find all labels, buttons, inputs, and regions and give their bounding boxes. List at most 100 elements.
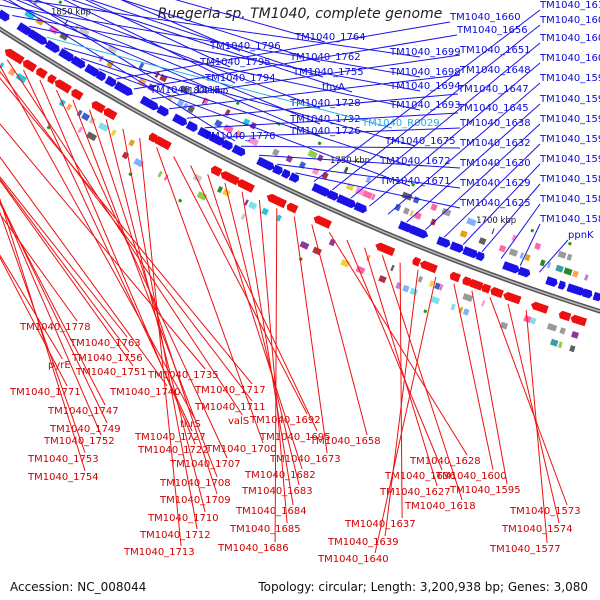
reverse-gene-label: TM1040_1751 — [75, 367, 147, 378]
forward-label-leader — [240, 145, 461, 149]
reverse-label-leader — [507, 303, 560, 524]
reverse-label-leader — [0, 176, 128, 338]
forward-gene-mark — [221, 139, 233, 151]
forward-label-leader — [387, 82, 541, 215]
reverse-gene-label: TM1040_1753 — [27, 454, 99, 465]
reverse-gene-mark — [71, 88, 84, 101]
reverse-gene-label: TM1040_1639 — [327, 537, 399, 548]
reverse-gene-label: TM1040_1712 — [139, 530, 211, 541]
cog-track-mark — [530, 317, 537, 325]
forward-gene-label: TM1040_1693 — [389, 100, 461, 111]
forward-gene-label: thyA — [322, 82, 345, 93]
kbp-tick — [202, 98, 206, 105]
forward-gene-mark — [70, 55, 86, 69]
forward-gene-label: TM1040_1598 — [539, 94, 600, 105]
cog-track-mark — [462, 308, 470, 316]
forward-gene-label: TM1040_1587 — [539, 214, 600, 225]
reverse-gene-label: TM1040_1752 — [43, 436, 115, 447]
reverse-label-leader — [139, 138, 182, 547]
forward-gene-mark — [139, 95, 159, 111]
reverse-gene-label: thrS — [180, 419, 201, 430]
cog-track-mark — [499, 321, 509, 330]
forward-gene-label: TM1040_1732 — [289, 114, 361, 125]
cog-track-mark — [559, 327, 566, 335]
forward-label-leader — [121, 0, 321, 63]
forward-gene-mark — [16, 22, 32, 36]
forward-label-leader — [443, 143, 541, 238]
reverse-gene-label: TM1040_1692 — [249, 415, 321, 426]
cog-track-mark — [187, 105, 195, 114]
cog-track-mark — [402, 284, 410, 293]
forward-label-leader — [331, 24, 541, 191]
forward-gene-mark — [462, 246, 479, 259]
cog-track-mark — [534, 242, 542, 250]
forward-gene-label: TM1040_1672 — [379, 156, 451, 167]
cog-track-mark — [157, 170, 163, 178]
forward-gene-label: TM1040_1796 — [209, 41, 281, 52]
forward-label-leader — [12, 15, 421, 92]
reverse-gene-label: TM1040_1573 — [509, 506, 581, 517]
cog-track-mark — [261, 207, 269, 216]
forward-gene-label: TM1040_1601 — [539, 53, 600, 64]
cog-track-mark — [546, 323, 558, 332]
forward-gene-label: TM1040_1588 — [539, 194, 600, 205]
forward-gene-label: TM1040_R0029 — [361, 118, 440, 129]
cog-track-mark — [539, 259, 546, 267]
forward-gene-label: TM1040_1648 — [459, 65, 531, 76]
cog-track-mark — [498, 244, 507, 253]
reverse-gene-label: TM1040_1686 — [217, 543, 289, 554]
forward-gene-mark — [592, 291, 600, 302]
forward-gene-mark — [113, 81, 133, 96]
forward-gene-mark — [272, 164, 283, 175]
cog-track-mark — [362, 190, 373, 200]
reverse-label-leader — [381, 255, 463, 501]
reverse-gene-mark — [375, 242, 396, 257]
reverse-gene-label: TM1040_1658 — [309, 436, 381, 447]
cog-track-mark — [328, 238, 336, 247]
cog-track-mark — [434, 282, 441, 290]
reverse-gene-label: TM1040_1713 — [123, 547, 195, 558]
reverse-gene-mark — [481, 283, 492, 294]
forward-gene-label: TM1040_1638 — [459, 118, 531, 129]
reverse-label-leader — [258, 199, 288, 524]
reverse-gene-label: TM1040_1640 — [317, 554, 389, 565]
forward-label-leader — [46, 36, 393, 129]
reverse-gene-label: TM1040_1722 — [137, 445, 209, 456]
forward-label-leader — [63, 47, 416, 147]
reverse-label-leader — [525, 310, 548, 544]
cog-track-mark — [371, 193, 376, 201]
forward-gene-label: TM1040_1630 — [459, 158, 531, 169]
forward-label-leader — [169, 74, 461, 110]
cog-track-mark — [563, 267, 573, 276]
forward-label-leader — [313, 9, 541, 182]
cog-track-mark — [524, 254, 531, 262]
cog-track-mark — [312, 246, 322, 256]
reverse-gene-mark — [36, 67, 48, 79]
reverse-label-leader — [0, 156, 168, 387]
cog-track-mark — [59, 31, 69, 41]
cog-track-mark — [214, 119, 223, 128]
reverse-gene-label: TM1040_1577 — [489, 544, 561, 555]
cog-track-mark — [378, 275, 387, 284]
reverse-gene-mark — [468, 279, 484, 291]
reverse-gene-mark — [153, 136, 172, 151]
cog-track-mark — [247, 136, 259, 147]
reverse-label-leader — [0, 178, 130, 353]
forward-gene-mark — [104, 75, 117, 87]
feature-tick-mark — [317, 141, 322, 146]
cog-track-mark — [272, 148, 280, 157]
forward-gene-label: TM1040_1625 — [459, 198, 531, 209]
reverse-label-leader — [328, 232, 468, 456]
reverse-label-leader — [453, 283, 494, 471]
reverse-label-leader — [0, 202, 106, 406]
forward-label-leader — [350, 42, 541, 199]
forward-gene-label: TM1040_1698 — [389, 67, 461, 78]
reverse-label-leader — [190, 165, 318, 432]
cog-track-mark — [459, 230, 468, 238]
reverse-label-leader — [224, 182, 300, 486]
reverse-gene-label: TM1040_1709 — [159, 495, 231, 506]
forward-label-leader — [519, 223, 541, 266]
cog-track-mark — [409, 287, 419, 296]
reverse-label-leader — [207, 174, 303, 470]
